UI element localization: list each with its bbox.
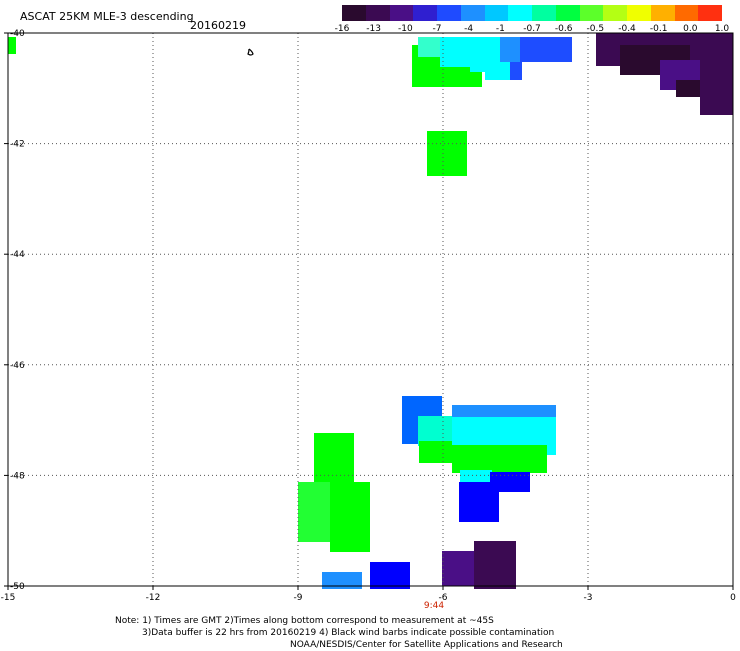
color-scale-swatch	[698, 5, 722, 21]
wind-data-cell	[520, 37, 572, 62]
wind-data-cell	[440, 37, 470, 67]
map-date: 20160219	[190, 19, 246, 32]
latitude-label: -40	[10, 29, 25, 39]
note-line-1: Note: 1) Times are GMT 2)Times along bot…	[115, 616, 494, 626]
color-scale-swatch	[674, 5, 699, 21]
color-scale-label: -16	[334, 24, 350, 34]
color-scale-labels: -16 -13 -10 -7 -4 -1 -0.7 -0.6 -0.5 -0.4 -0.1 0.0 1.…	[335, 24, 730, 38]
wind-data-cell	[490, 472, 530, 492]
longitude-label: -12	[146, 593, 161, 603]
color-scale-label: -4	[464, 24, 474, 34]
map-title: ASCAT 25KM MLE-3 descending	[20, 10, 194, 23]
latitude-label: -46	[10, 361, 25, 371]
data-cells	[8, 33, 733, 589]
color-scale-label: -0.5	[586, 24, 605, 34]
wind-data-cell	[370, 562, 410, 589]
wind-data-cell	[427, 131, 467, 176]
color-scale-swatch	[484, 5, 509, 21]
wind-data-cell	[510, 62, 522, 80]
wind-data-cell	[460, 470, 492, 484]
time-label: 9:44	[424, 601, 444, 611]
color-scale-label: -1	[495, 24, 505, 34]
color-scale-swatch	[508, 5, 532, 21]
wind-data-cell	[8, 37, 16, 54]
color-scale-swatch	[365, 5, 390, 21]
longitude-label: -6	[439, 593, 448, 603]
color-scale-label: -0.7	[523, 24, 541, 34]
wind-data-cell	[322, 572, 362, 589]
wind-data-cell	[419, 441, 459, 463]
color-scale-label: 1.0	[714, 24, 730, 34]
color-scale-swatch	[437, 5, 461, 21]
color-scale-label: -0.1	[649, 24, 668, 34]
longitude-label: -9	[294, 593, 303, 603]
color-scale-label: -0.4	[618, 24, 636, 34]
note-line-3: NOAA/NESDIS/Center for Satellite Applica…	[290, 640, 563, 650]
wind-data-cell	[452, 445, 547, 473]
color-scale-label: -7	[432, 24, 442, 34]
wind-data-cell	[459, 482, 499, 522]
color-scale-label: -10	[397, 24, 413, 34]
wind-data-cell	[314, 433, 354, 485]
color-scale-swatch	[650, 5, 675, 21]
color-scale-swatch	[555, 5, 580, 21]
plot-frame	[7, 32, 734, 587]
color-scale-swatch	[627, 5, 651, 21]
longitude-label: -15	[1, 593, 16, 603]
map-grid	[8, 33, 733, 586]
latitude-label: -44	[10, 250, 25, 260]
wind-barb-icon	[247, 48, 254, 56]
wind-data-cell	[452, 405, 556, 417]
color-scale-swatch	[460, 5, 485, 21]
wind-data-cell	[330, 482, 370, 552]
color-scale-label: -0.6	[554, 24, 573, 34]
longitude-label: 0	[730, 593, 736, 603]
color-scale-label: 0.0	[683, 24, 698, 34]
longitude-label: -3	[584, 593, 593, 603]
color-scale-bar	[342, 5, 722, 21]
color-scale-swatch	[579, 5, 604, 21]
wind-data-cell	[485, 62, 510, 80]
color-scale-swatch	[342, 5, 366, 21]
note-line-2: 3)Data buffer is 22 hrs from 20160219 4)…	[142, 628, 555, 638]
color-scale-swatch	[413, 5, 437, 21]
axis-ticks: -15 -12 -9 -6 -3 0 -40 -42 -44 -46 -48 -50	[1, 29, 736, 603]
wind-data-cell	[474, 541, 516, 589]
latitude-label: -48	[10, 471, 25, 481]
color-scale-label: -13	[366, 24, 382, 34]
wind-data-cell	[700, 60, 733, 115]
latitude-label: -42	[10, 140, 25, 150]
latitude-label: -50	[10, 582, 25, 592]
color-scale-swatch	[603, 5, 627, 21]
color-scale-swatch	[532, 5, 556, 21]
color-scale-swatch	[389, 5, 414, 21]
